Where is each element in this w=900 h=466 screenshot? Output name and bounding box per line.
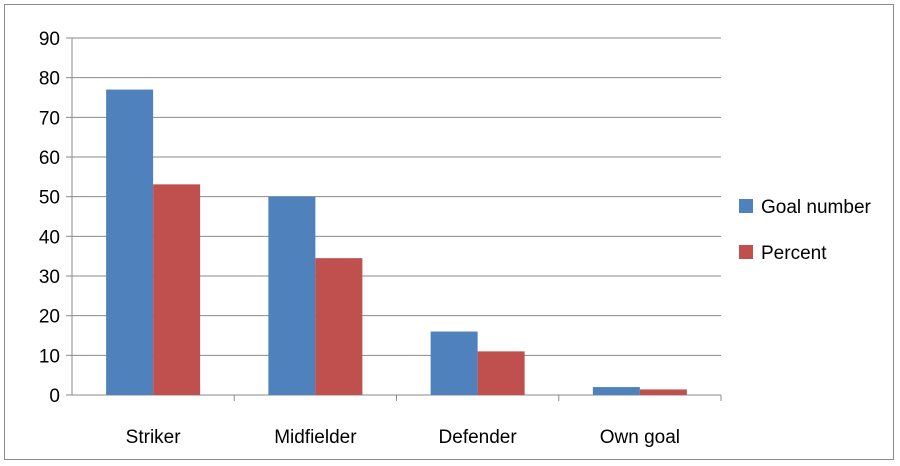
bar-goal-number-striker xyxy=(106,89,154,396)
bar-percent-defender xyxy=(477,351,525,395)
y-tick-label: 90 xyxy=(39,29,60,50)
y-tick-label: 0 xyxy=(49,386,60,407)
x-category-label: Own goal xyxy=(600,427,680,448)
x-category-label: Defender xyxy=(439,427,518,448)
x-axis-category-labels: Striker Midfielder Defender Own goal xyxy=(126,427,680,448)
legend-label: Percent xyxy=(761,243,827,264)
y-tick-label: 60 xyxy=(39,148,60,169)
x-category-label: Midfielder xyxy=(274,427,357,448)
bar-percent-own-goal xyxy=(639,389,687,395)
bar-goal-number-midfielder xyxy=(268,196,316,395)
y-tick-label: 40 xyxy=(39,227,60,248)
y-tick-label: 50 xyxy=(39,188,60,209)
y-tick-label: 30 xyxy=(39,267,60,288)
y-axis-tick-labels: 0 10 20 30 40 50 60 70 80 90 xyxy=(39,29,60,407)
legend-swatch-percent xyxy=(739,245,753,259)
y-tick-label: 70 xyxy=(39,108,60,129)
y-tick-label: 10 xyxy=(39,346,60,367)
bar-percent-striker xyxy=(153,184,201,395)
bars xyxy=(106,89,687,396)
bar-goal-number-own-goal xyxy=(592,387,640,395)
y-tick-label: 20 xyxy=(39,307,60,328)
bar-goal-number-defender xyxy=(430,331,478,395)
bar-percent-midfielder xyxy=(315,258,363,395)
x-category-label: Striker xyxy=(126,427,182,448)
legend-label: Goal number xyxy=(761,197,872,218)
y-tick-label: 80 xyxy=(39,69,60,90)
legend-swatch-goal-number xyxy=(739,199,753,213)
legend: Goal number Percent xyxy=(739,197,872,264)
